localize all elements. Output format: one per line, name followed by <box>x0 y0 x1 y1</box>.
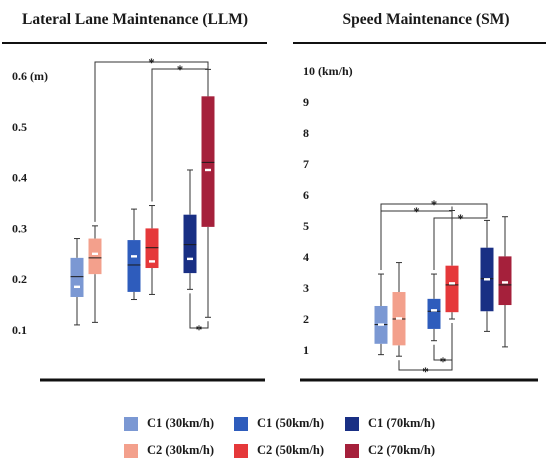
box-body <box>183 214 197 274</box>
y-tick-label: 0.5 <box>12 120 27 134</box>
legend-label: C2 (30km/h) <box>147 443 215 457</box>
legend-item: C1 (50km/h) <box>234 416 324 431</box>
legend-item: C2 (30km/h) <box>124 443 214 458</box>
legend-item: C2 (70km/h) <box>345 443 435 458</box>
significance-bracket <box>94 61 209 222</box>
legend-swatch <box>345 416 359 431</box>
box-body <box>88 238 102 275</box>
box-body <box>201 96 215 227</box>
mean-marker <box>187 257 193 261</box>
legend-label: C1 (50km/h) <box>257 416 325 430</box>
box-body <box>70 257 84 297</box>
legend-swatch <box>345 443 359 458</box>
significance-star: * <box>196 322 203 337</box>
legend-swatch <box>124 443 138 458</box>
legend: C1 (30km/h) C1 (50km/h) C1 (70km/h) C2 (… <box>0 410 548 458</box>
y-tick-label: 0.1 <box>12 323 27 337</box>
legend-swatch <box>234 443 248 458</box>
mean-marker <box>92 252 98 255</box>
significance-star: * <box>177 62 184 77</box>
significance-star: * <box>148 55 155 70</box>
legend-label: C2 (50km/h) <box>257 443 325 457</box>
significance-bracket <box>189 293 209 329</box>
legend-swatch <box>234 416 248 431</box>
mean-marker <box>149 260 155 263</box>
legend-swatch <box>124 416 138 431</box>
llm-chart: Lateral Lane Maintenance (LLM) 0.1 0.2 0.3 0… <box>2 11 267 382</box>
mean-marker <box>205 168 211 172</box>
legend-label: C2 (70km/h) <box>368 443 436 457</box>
y-tick-label: 0.6 (m) <box>12 69 48 83</box>
box-body <box>127 240 141 292</box>
significance-bracket <box>151 65 209 202</box>
legend-label: C1 (70km/h) <box>368 416 436 430</box>
mean-marker <box>131 255 137 258</box>
legend-item: C1 (30km/h) <box>124 416 214 431</box>
y-tick-label: 0.2 <box>12 272 27 286</box>
mean-marker <box>74 285 80 289</box>
legend-label: C1 (30km/h) <box>147 416 215 430</box>
y-tick-label: 0.4 <box>12 171 27 185</box>
y-tick-label: 0.3 <box>12 221 27 235</box>
legend-item: C2 (50km/h) <box>234 443 324 458</box>
chart-title: Lateral Lane Maintenance (LLM) <box>22 11 248 28</box>
legend-item: C1 (70km/h) <box>345 416 435 431</box>
box-body <box>145 228 159 269</box>
